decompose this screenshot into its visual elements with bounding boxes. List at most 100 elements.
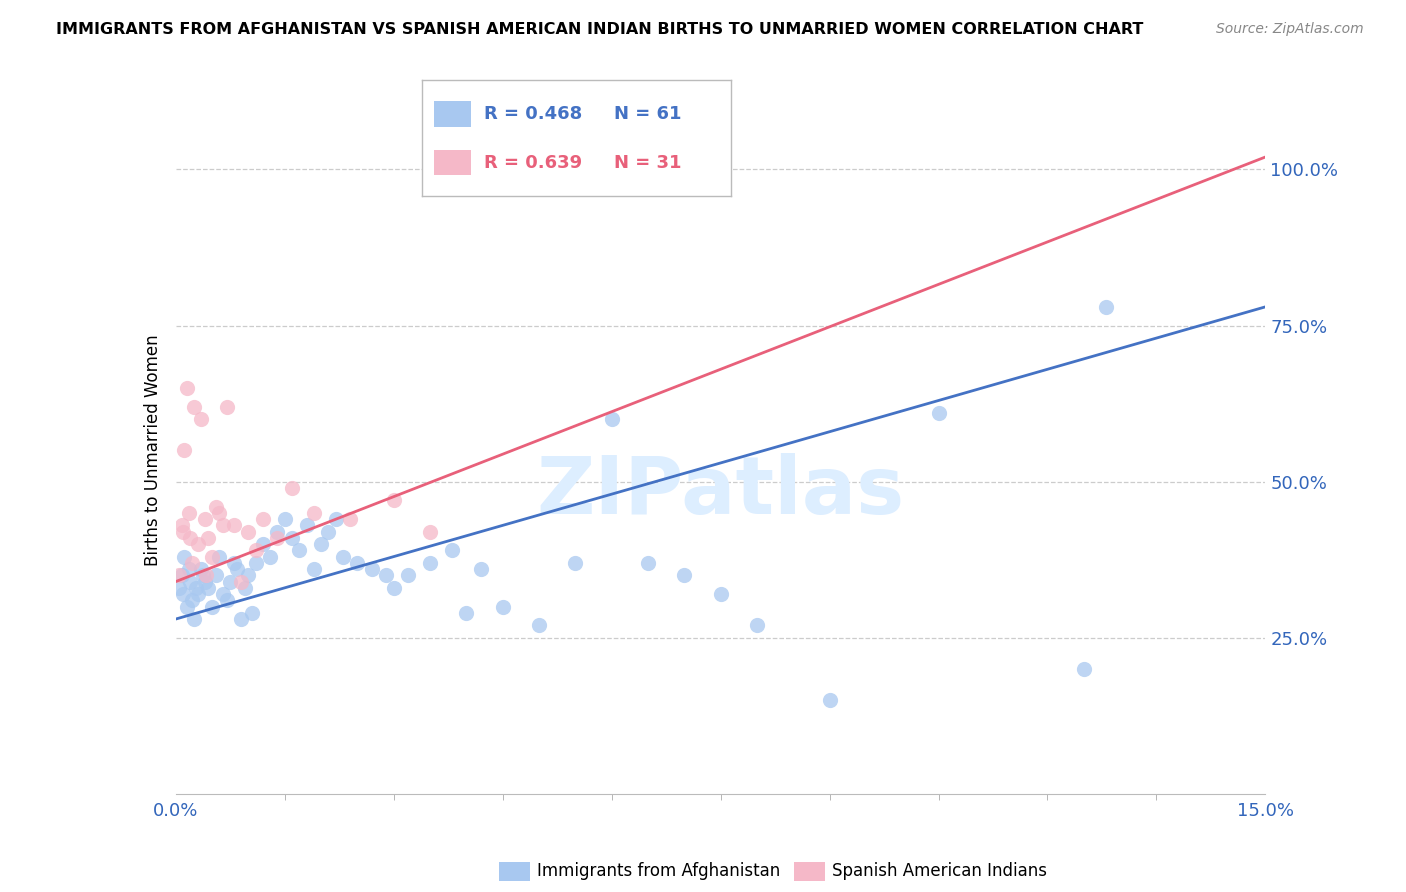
Point <box>173 549 195 564</box>
Point <box>186 537 209 551</box>
Point <box>375 568 398 582</box>
Point <box>318 524 340 539</box>
Point <box>233 581 256 595</box>
Point <box>259 549 281 564</box>
Point <box>186 587 209 601</box>
Point <box>173 443 195 458</box>
Point <box>266 531 288 545</box>
Point <box>193 568 215 582</box>
Text: R = 0.639: R = 0.639 <box>484 153 582 171</box>
Point <box>492 599 515 614</box>
Point <box>190 412 212 426</box>
Point <box>238 524 260 539</box>
Point <box>396 568 419 582</box>
Text: Immigrants from Afghanistan: Immigrants from Afghanistan <box>537 863 780 880</box>
Point <box>240 606 263 620</box>
Point <box>208 549 231 564</box>
Text: IMMIGRANTS FROM AFGHANISTAN VS SPANISH AMERICAN INDIAN BIRTHS TO UNMARRIED WOMEN: IMMIGRANTS FROM AFGHANISTAN VS SPANISH A… <box>56 22 1143 37</box>
Point <box>212 518 235 533</box>
Point <box>226 562 249 576</box>
Point <box>673 568 696 582</box>
Point <box>527 618 550 632</box>
Point <box>204 568 226 582</box>
Point <box>245 543 267 558</box>
Point <box>325 512 347 526</box>
Point <box>170 518 193 533</box>
Point <box>382 493 405 508</box>
Point <box>197 581 219 595</box>
Point <box>274 512 297 526</box>
Point <box>208 506 231 520</box>
Point <box>339 512 361 526</box>
Point <box>169 581 191 595</box>
Text: Spanish American Indians: Spanish American Indians <box>832 863 1047 880</box>
Point <box>194 512 217 526</box>
Point <box>184 581 207 595</box>
Point <box>177 506 200 520</box>
Point <box>266 524 288 539</box>
Point <box>180 593 202 607</box>
Point <box>419 524 441 539</box>
Point <box>1094 300 1116 314</box>
Point <box>382 581 405 595</box>
Text: N = 61: N = 61 <box>613 105 681 123</box>
Point <box>219 574 242 589</box>
Point <box>295 518 318 533</box>
Point <box>818 693 841 707</box>
Point <box>419 556 441 570</box>
Text: R = 0.468: R = 0.468 <box>484 105 582 123</box>
Point <box>252 537 274 551</box>
Point <box>470 562 492 576</box>
Point <box>194 574 217 589</box>
Point <box>179 574 201 589</box>
Point <box>456 606 478 620</box>
Point <box>745 618 768 632</box>
Point <box>245 556 267 570</box>
Point <box>172 524 194 539</box>
Point <box>361 562 384 576</box>
Bar <box>434 150 471 176</box>
Point <box>204 500 226 514</box>
Point <box>215 593 238 607</box>
Point <box>176 599 198 614</box>
Point <box>564 556 586 570</box>
Point <box>440 543 463 558</box>
Point <box>170 568 193 582</box>
Point <box>215 400 238 414</box>
Point <box>238 568 260 582</box>
Point <box>710 587 733 601</box>
Point <box>231 612 253 626</box>
Point <box>195 568 218 582</box>
Point <box>302 506 325 520</box>
Point <box>346 556 368 570</box>
Point <box>281 481 304 495</box>
Text: N = 31: N = 31 <box>613 153 681 171</box>
Point <box>201 549 224 564</box>
Y-axis label: Births to Unmarried Women: Births to Unmarried Women <box>143 334 162 566</box>
Point <box>302 562 325 576</box>
Point <box>231 574 253 589</box>
Point <box>169 568 191 582</box>
Point <box>172 587 194 601</box>
Point <box>183 612 205 626</box>
Point <box>183 400 205 414</box>
Point <box>252 512 274 526</box>
Point <box>190 562 212 576</box>
Text: Source: ZipAtlas.com: Source: ZipAtlas.com <box>1216 22 1364 37</box>
Point <box>600 412 623 426</box>
Point <box>281 531 304 545</box>
Point <box>222 556 245 570</box>
Point <box>179 531 201 545</box>
Point <box>176 381 198 395</box>
Point <box>637 556 659 570</box>
Point <box>212 587 235 601</box>
Point <box>288 543 311 558</box>
Point <box>492 162 515 177</box>
Bar <box>434 101 471 127</box>
Text: ZIPatlas: ZIPatlas <box>537 452 904 531</box>
Point <box>928 406 950 420</box>
Point <box>177 562 200 576</box>
Point <box>222 518 245 533</box>
Point <box>332 549 354 564</box>
Point <box>201 599 224 614</box>
